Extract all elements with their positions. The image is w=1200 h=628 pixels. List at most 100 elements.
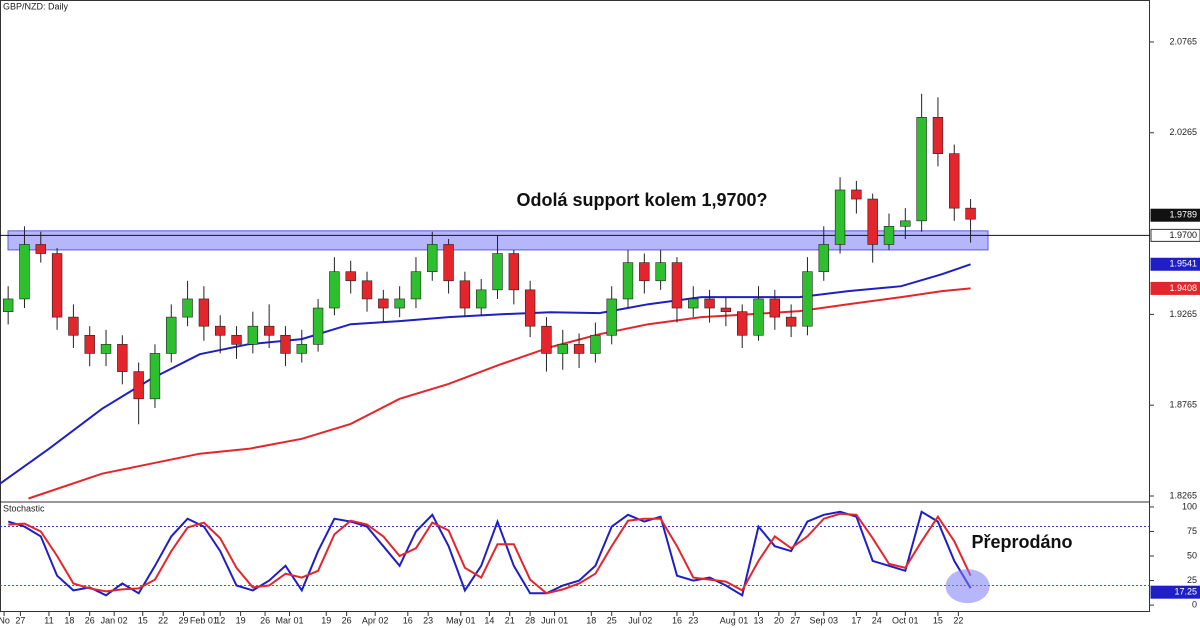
candle-body xyxy=(378,298,389,309)
chart-title: GBP/NZD: Daily xyxy=(3,1,69,11)
y-tick-label: 2.0265 xyxy=(1169,127,1197,137)
candle-body xyxy=(231,334,242,345)
candle-body xyxy=(394,298,405,309)
candle-body xyxy=(802,271,813,327)
title-bg xyxy=(1,503,41,515)
x-tick-label: 28 xyxy=(525,615,535,625)
candle-body xyxy=(769,298,781,318)
x-tick-label: Jun 01 xyxy=(541,615,568,625)
x-tick-label: 17 xyxy=(851,615,861,625)
candle-body xyxy=(312,307,324,345)
y-tick-label: 100 xyxy=(1182,501,1197,511)
candle-body xyxy=(345,271,356,282)
x-tick-label: 18 xyxy=(64,615,74,625)
candle-body xyxy=(117,344,128,372)
price-tag-label: 17.25 xyxy=(1174,587,1197,597)
candle-body xyxy=(688,298,699,309)
candle-body xyxy=(737,311,748,336)
candle-body xyxy=(916,117,927,222)
x-tick-label: 20 xyxy=(774,615,784,625)
candle-body xyxy=(655,262,666,282)
x-tick-label: Jul 02 xyxy=(628,615,652,625)
candle-body xyxy=(443,244,454,282)
candle-body xyxy=(100,344,112,354)
x-tick-label: 19 xyxy=(321,615,331,625)
x-tick-label: Aug 01 xyxy=(720,615,749,625)
price-tag xyxy=(1150,208,1200,222)
candle-body xyxy=(753,298,764,336)
price-tag-label: 1.9408 xyxy=(1169,283,1197,293)
y-tick-label: 1.8265 xyxy=(1169,490,1197,500)
price-tag-label: 1.9541 xyxy=(1169,259,1197,269)
x-tick-label: 11 xyxy=(44,615,53,625)
y-tick-label: 2.0765 xyxy=(1169,36,1197,46)
price-tag xyxy=(1150,585,1200,599)
candle-body xyxy=(573,344,585,354)
x-tick-label: 12 xyxy=(215,615,225,625)
candle-body xyxy=(215,325,226,336)
x-tick-label: 16 xyxy=(403,615,413,625)
candle-body xyxy=(182,298,193,318)
annotation: Odolá support kolem 1,9700? xyxy=(516,190,767,210)
stochastic-line xyxy=(7,510,972,597)
x-tick-label: Apr 02 xyxy=(362,615,389,625)
title-bg xyxy=(1,1,61,13)
candle-body xyxy=(263,325,275,336)
candle-body xyxy=(900,220,911,227)
x-tick-label: 21 xyxy=(505,615,515,625)
x-tick-label: 27 xyxy=(15,615,25,625)
candle-body xyxy=(84,334,95,354)
candle-body xyxy=(851,189,862,200)
frame xyxy=(0,0,1150,612)
candle-body xyxy=(51,253,63,318)
x-tick-label: 25 xyxy=(607,615,617,625)
x-tick-label: 15 xyxy=(138,615,148,625)
candle-body xyxy=(965,207,976,220)
candle-body xyxy=(590,334,601,354)
x-tick-label: 13 xyxy=(754,615,764,625)
candle-body xyxy=(410,271,422,300)
candle-body xyxy=(2,298,14,312)
x-tick-label: Sep 03 xyxy=(809,615,838,625)
x-tick-label: 26 xyxy=(260,615,270,625)
x-tick-label: May 01 xyxy=(446,615,476,625)
candle-body xyxy=(818,244,829,273)
candle-body xyxy=(785,316,797,327)
candle-body xyxy=(622,262,634,300)
x-tick-label: 22 xyxy=(953,615,963,625)
x-tick-label: No xyxy=(0,615,10,625)
candle-body xyxy=(476,289,487,309)
y-tick-label: 75 xyxy=(1187,526,1197,536)
x-tick-label: 16 xyxy=(672,615,682,625)
candle-body xyxy=(19,244,30,300)
price-tag xyxy=(1150,228,1200,242)
y-tick-label: 0 xyxy=(1192,600,1197,610)
candle-body xyxy=(867,198,878,245)
x-tick-label: 19 xyxy=(236,615,246,625)
x-tick-label: 23 xyxy=(423,615,433,625)
candle-body xyxy=(949,153,960,209)
x-tick-label: Jan 02 xyxy=(101,615,128,625)
x-tick-label: 24 xyxy=(872,615,882,625)
candle-body xyxy=(198,298,210,327)
candle-body xyxy=(133,371,144,400)
moving-average xyxy=(28,287,971,500)
candle-body xyxy=(704,298,715,309)
candle-body xyxy=(508,253,520,291)
price-tag-label: 1.9700 xyxy=(1169,230,1197,240)
candle-body xyxy=(68,316,79,336)
y-tick-label: 25 xyxy=(1187,575,1197,585)
x-tick-label: 23 xyxy=(688,615,698,625)
candle-body xyxy=(932,117,944,154)
x-tick-label: 27 xyxy=(790,615,800,625)
panel-title: Stochastic xyxy=(3,503,45,513)
annotation: Přeprodáno xyxy=(971,532,1072,552)
candle-body xyxy=(671,262,683,309)
candle-body xyxy=(524,289,536,327)
candle-body xyxy=(639,262,650,282)
x-tick-label: 14 xyxy=(484,615,494,625)
candle-body xyxy=(361,280,373,300)
x-tick-label: Oct 01 xyxy=(892,615,919,625)
